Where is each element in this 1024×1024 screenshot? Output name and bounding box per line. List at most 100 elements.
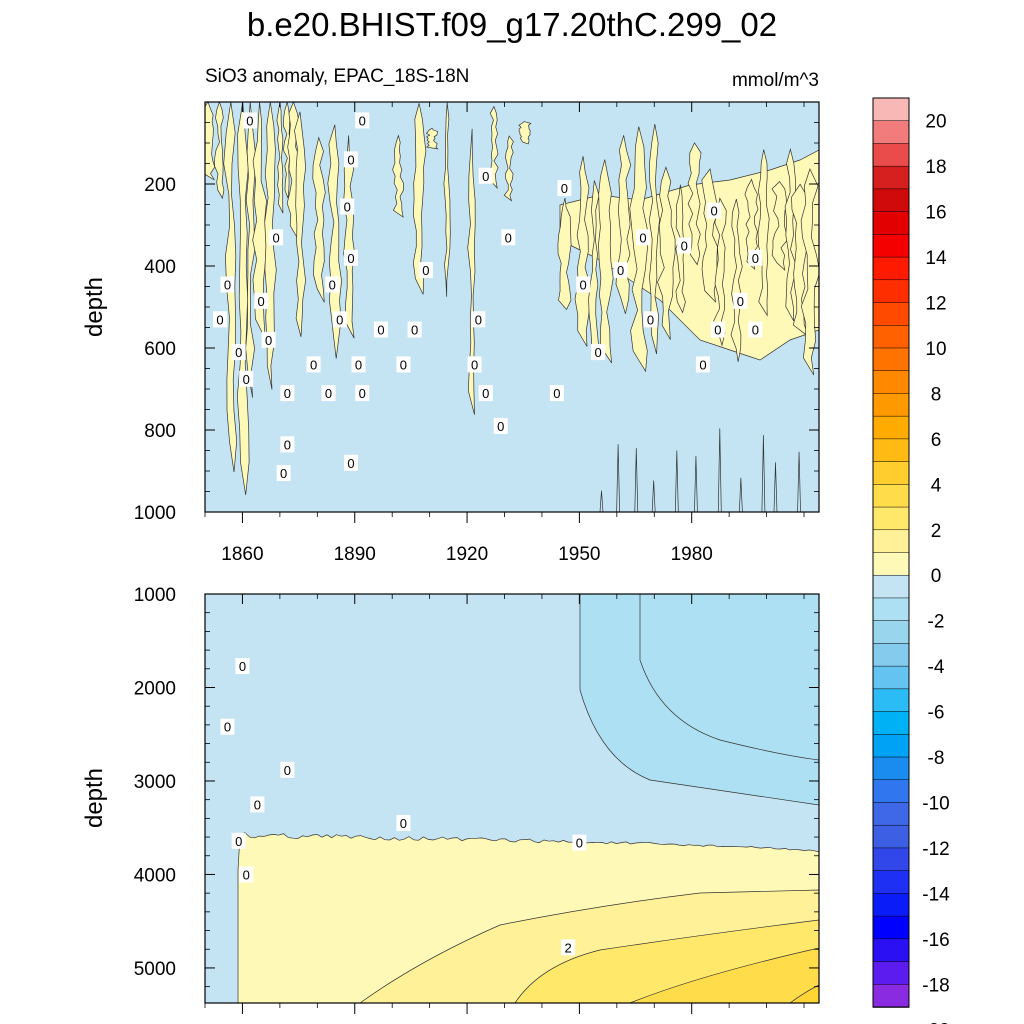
colorbar-swatch <box>872 97 910 122</box>
contour-label-box <box>235 657 250 674</box>
contour-label-box <box>321 385 336 402</box>
positive-anomaly-region <box>687 142 702 266</box>
positive-anomaly-region <box>574 156 591 347</box>
positive-anomaly-region <box>503 135 514 202</box>
contour-label: 0 <box>347 456 354 471</box>
contour-label: 0 <box>246 113 253 128</box>
y-tick-label: 600 <box>144 339 176 360</box>
colorbar-label: 14 <box>925 248 947 269</box>
colorbar: 20181614121086420-2-4-6-8-10-12-14-16-18… <box>872 97 950 1024</box>
contour-label: 0 <box>400 816 407 831</box>
contour-label-box <box>220 718 235 735</box>
contour-spike <box>674 450 679 512</box>
contour-label: 2 <box>565 940 572 955</box>
contour-label: 0 <box>235 834 242 849</box>
colorbar-label: 2 <box>931 521 942 542</box>
contour-label: 0 <box>355 357 362 372</box>
contour-label-box <box>351 356 366 373</box>
contour-label-box <box>695 356 710 373</box>
colorbar-swatch <box>872 347 910 372</box>
chart-title: b.e20.BHIST.f09_g17.20thC.299_02 <box>247 6 777 43</box>
x-tick-label: 1860 <box>221 544 263 565</box>
contour-label: 0 <box>310 357 317 372</box>
positive-anomaly-region <box>214 102 225 200</box>
contour-label: 0 <box>243 372 250 387</box>
contour-label-box <box>254 292 269 309</box>
contour-label-box <box>591 344 606 361</box>
contour-label-box <box>261 331 276 348</box>
contour-label-box <box>280 385 295 402</box>
colorbar-label: -14 <box>922 884 950 905</box>
contour-label: 0 <box>280 466 287 481</box>
contour-label-box <box>373 321 388 338</box>
colorbar-label: -10 <box>922 794 949 815</box>
y-tick-label: 5000 <box>134 959 176 980</box>
contour-label-box <box>710 321 725 338</box>
contour-label-box <box>471 311 486 328</box>
contour-label: 0 <box>216 312 223 327</box>
positive-anomaly-region <box>800 168 819 376</box>
colorbar-swatch <box>872 824 910 849</box>
colorbar-swatch <box>872 188 910 213</box>
colorbar-swatch <box>872 847 910 872</box>
x-tick-label: 1920 <box>446 544 488 565</box>
contour-label-box <box>220 276 235 293</box>
subtitle-left: SiO3 anomaly, EPAC_18S-18N <box>205 66 469 87</box>
positive-anomaly-region <box>648 124 660 355</box>
colorbar-swatch <box>872 756 910 781</box>
contour-spike <box>634 448 639 512</box>
colorbar-swatch <box>872 597 910 622</box>
contour-label-box <box>306 356 321 373</box>
contour-label: 0 <box>617 263 624 278</box>
colorbar-swatch <box>872 211 910 236</box>
colorbar-swatch <box>872 688 910 713</box>
y-tick-label: 200 <box>144 175 176 196</box>
positive-anomaly-region <box>557 197 572 311</box>
x-tick-label: 1980 <box>671 544 713 565</box>
colorbar-swatch <box>872 393 910 417</box>
colorbar-frame <box>872 97 910 1008</box>
positive-anomaly-band <box>789 984 819 1003</box>
colorbar-label: -20 <box>922 1021 949 1024</box>
colorbar-swatch <box>872 438 910 463</box>
colorbar-swatch <box>872 506 910 531</box>
positive-anomaly-region <box>392 134 404 218</box>
contour-label: 0 <box>594 345 601 360</box>
colorbar-label: 20 <box>925 112 946 133</box>
contour-label: 0 <box>243 867 250 882</box>
contour-label: 0 <box>752 251 759 266</box>
colorbar-swatch <box>872 529 910 554</box>
contour-label-box <box>355 112 370 129</box>
contour-label: 0 <box>737 294 744 309</box>
contour-label-box <box>561 939 576 956</box>
contour-label: 0 <box>235 345 242 360</box>
contour-label-box <box>677 237 692 254</box>
colorbar-swatch <box>872 779 910 804</box>
positive-anomaly-region <box>236 102 250 495</box>
upper-positive-fields <box>205 102 819 512</box>
contour-label-box <box>549 385 564 402</box>
contour-label: 0 <box>273 230 280 245</box>
contour-label-box <box>748 249 763 266</box>
contour-spike <box>761 435 766 512</box>
contour-label: 0 <box>344 200 351 215</box>
contour-label-box <box>231 344 246 361</box>
colorbar-swatch <box>872 325 910 349</box>
positive-anomaly-region <box>771 181 788 271</box>
colorbar-label: 4 <box>931 475 942 496</box>
contour-label: 0 <box>639 230 646 245</box>
contour-label: 0 <box>347 152 354 167</box>
contour-spike <box>651 480 656 512</box>
lower-panel: 0 0 0 0 0 0 0 0 2 1000 2000 3000 4000 5000 depth <box>81 585 820 1014</box>
contour-label-box <box>344 249 359 266</box>
contour-spike <box>599 490 604 512</box>
positive-anomaly-region <box>467 128 476 415</box>
contour-label-box <box>396 356 411 373</box>
contour-spike <box>717 428 722 512</box>
positive-anomaly-region <box>757 149 770 317</box>
upper-axis-ticks: 200 400 600 800 1000 1860 1890 1920 1950 1980 <box>134 101 819 565</box>
colorbar-swatch <box>872 938 910 963</box>
colorbar-swatch <box>872 120 910 145</box>
colorbar-swatch <box>872 870 910 895</box>
